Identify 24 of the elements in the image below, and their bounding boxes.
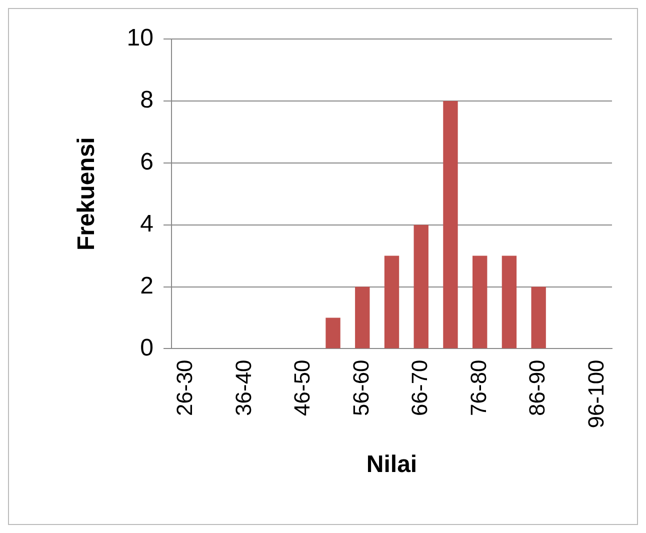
x-tick-label: 66-70 <box>407 360 432 416</box>
bar <box>414 224 428 348</box>
bar <box>472 256 488 348</box>
y-tick-label: 0 <box>140 334 154 362</box>
bar <box>326 318 340 348</box>
y-tick-label: 4 <box>140 210 154 238</box>
y-tick-label: 10 <box>126 24 154 52</box>
bar <box>384 256 400 348</box>
x-tick-label: 96-100 <box>583 360 608 428</box>
bar <box>531 286 546 348</box>
bar <box>443 100 458 348</box>
y-axis-title: Frekuensi <box>73 137 100 251</box>
x-tick-label: 56-60 <box>348 360 374 416</box>
bar <box>355 286 370 348</box>
x-tick-label: 46-50 <box>290 360 315 416</box>
x-tick-label: 86-90 <box>524 360 550 416</box>
x-tick-label: 36-40 <box>230 360 256 416</box>
bar <box>502 256 517 348</box>
x-tick-label: 26-30 <box>172 360 198 416</box>
x-axis-title: Nilai <box>366 451 418 478</box>
y-tick-label: 8 <box>140 86 154 114</box>
y-tick-label: 6 <box>140 148 154 176</box>
x-tick-label: 76-80 <box>466 360 491 416</box>
y-tick-label: 2 <box>140 272 154 300</box>
